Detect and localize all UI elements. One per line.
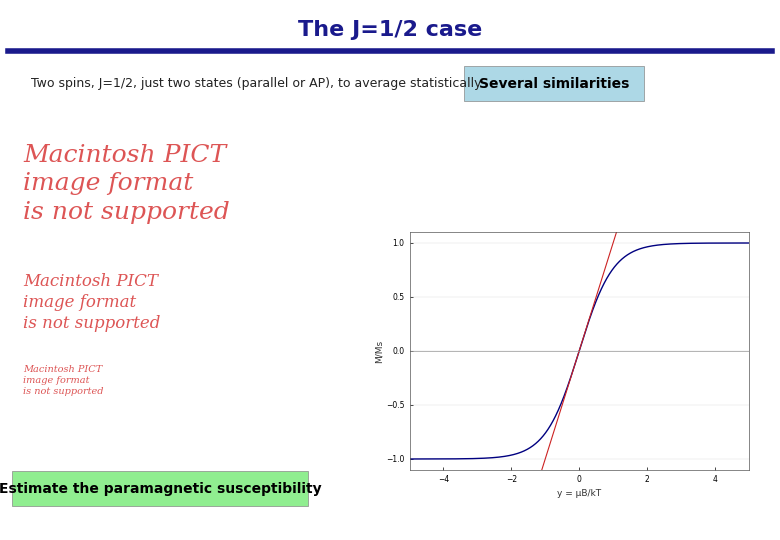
Text: The J=1/2 case: The J=1/2 case [298, 19, 482, 40]
Text: Macintosh PICT
image format
is not supported: Macintosh PICT image format is not suppo… [23, 273, 161, 332]
Text: Estimate the paramagnetic susceptibility: Estimate the paramagnetic susceptibility [0, 482, 321, 496]
FancyBboxPatch shape [12, 471, 308, 507]
Text: Two spins, J=1/2, just two states (parallel or AP), to average statistically: Two spins, J=1/2, just two states (paral… [31, 77, 482, 90]
Text: Several similarities: Several similarities [479, 77, 629, 91]
Y-axis label: M/Ms: M/Ms [374, 340, 383, 362]
X-axis label: y = μB/kT: y = μB/kT [557, 489, 601, 498]
FancyBboxPatch shape [464, 66, 644, 102]
Text: Macintosh PICT
image format
is not supported: Macintosh PICT image format is not suppo… [23, 144, 230, 224]
Text: Macintosh PICT
image format
is not supported: Macintosh PICT image format is not suppo… [23, 365, 104, 396]
